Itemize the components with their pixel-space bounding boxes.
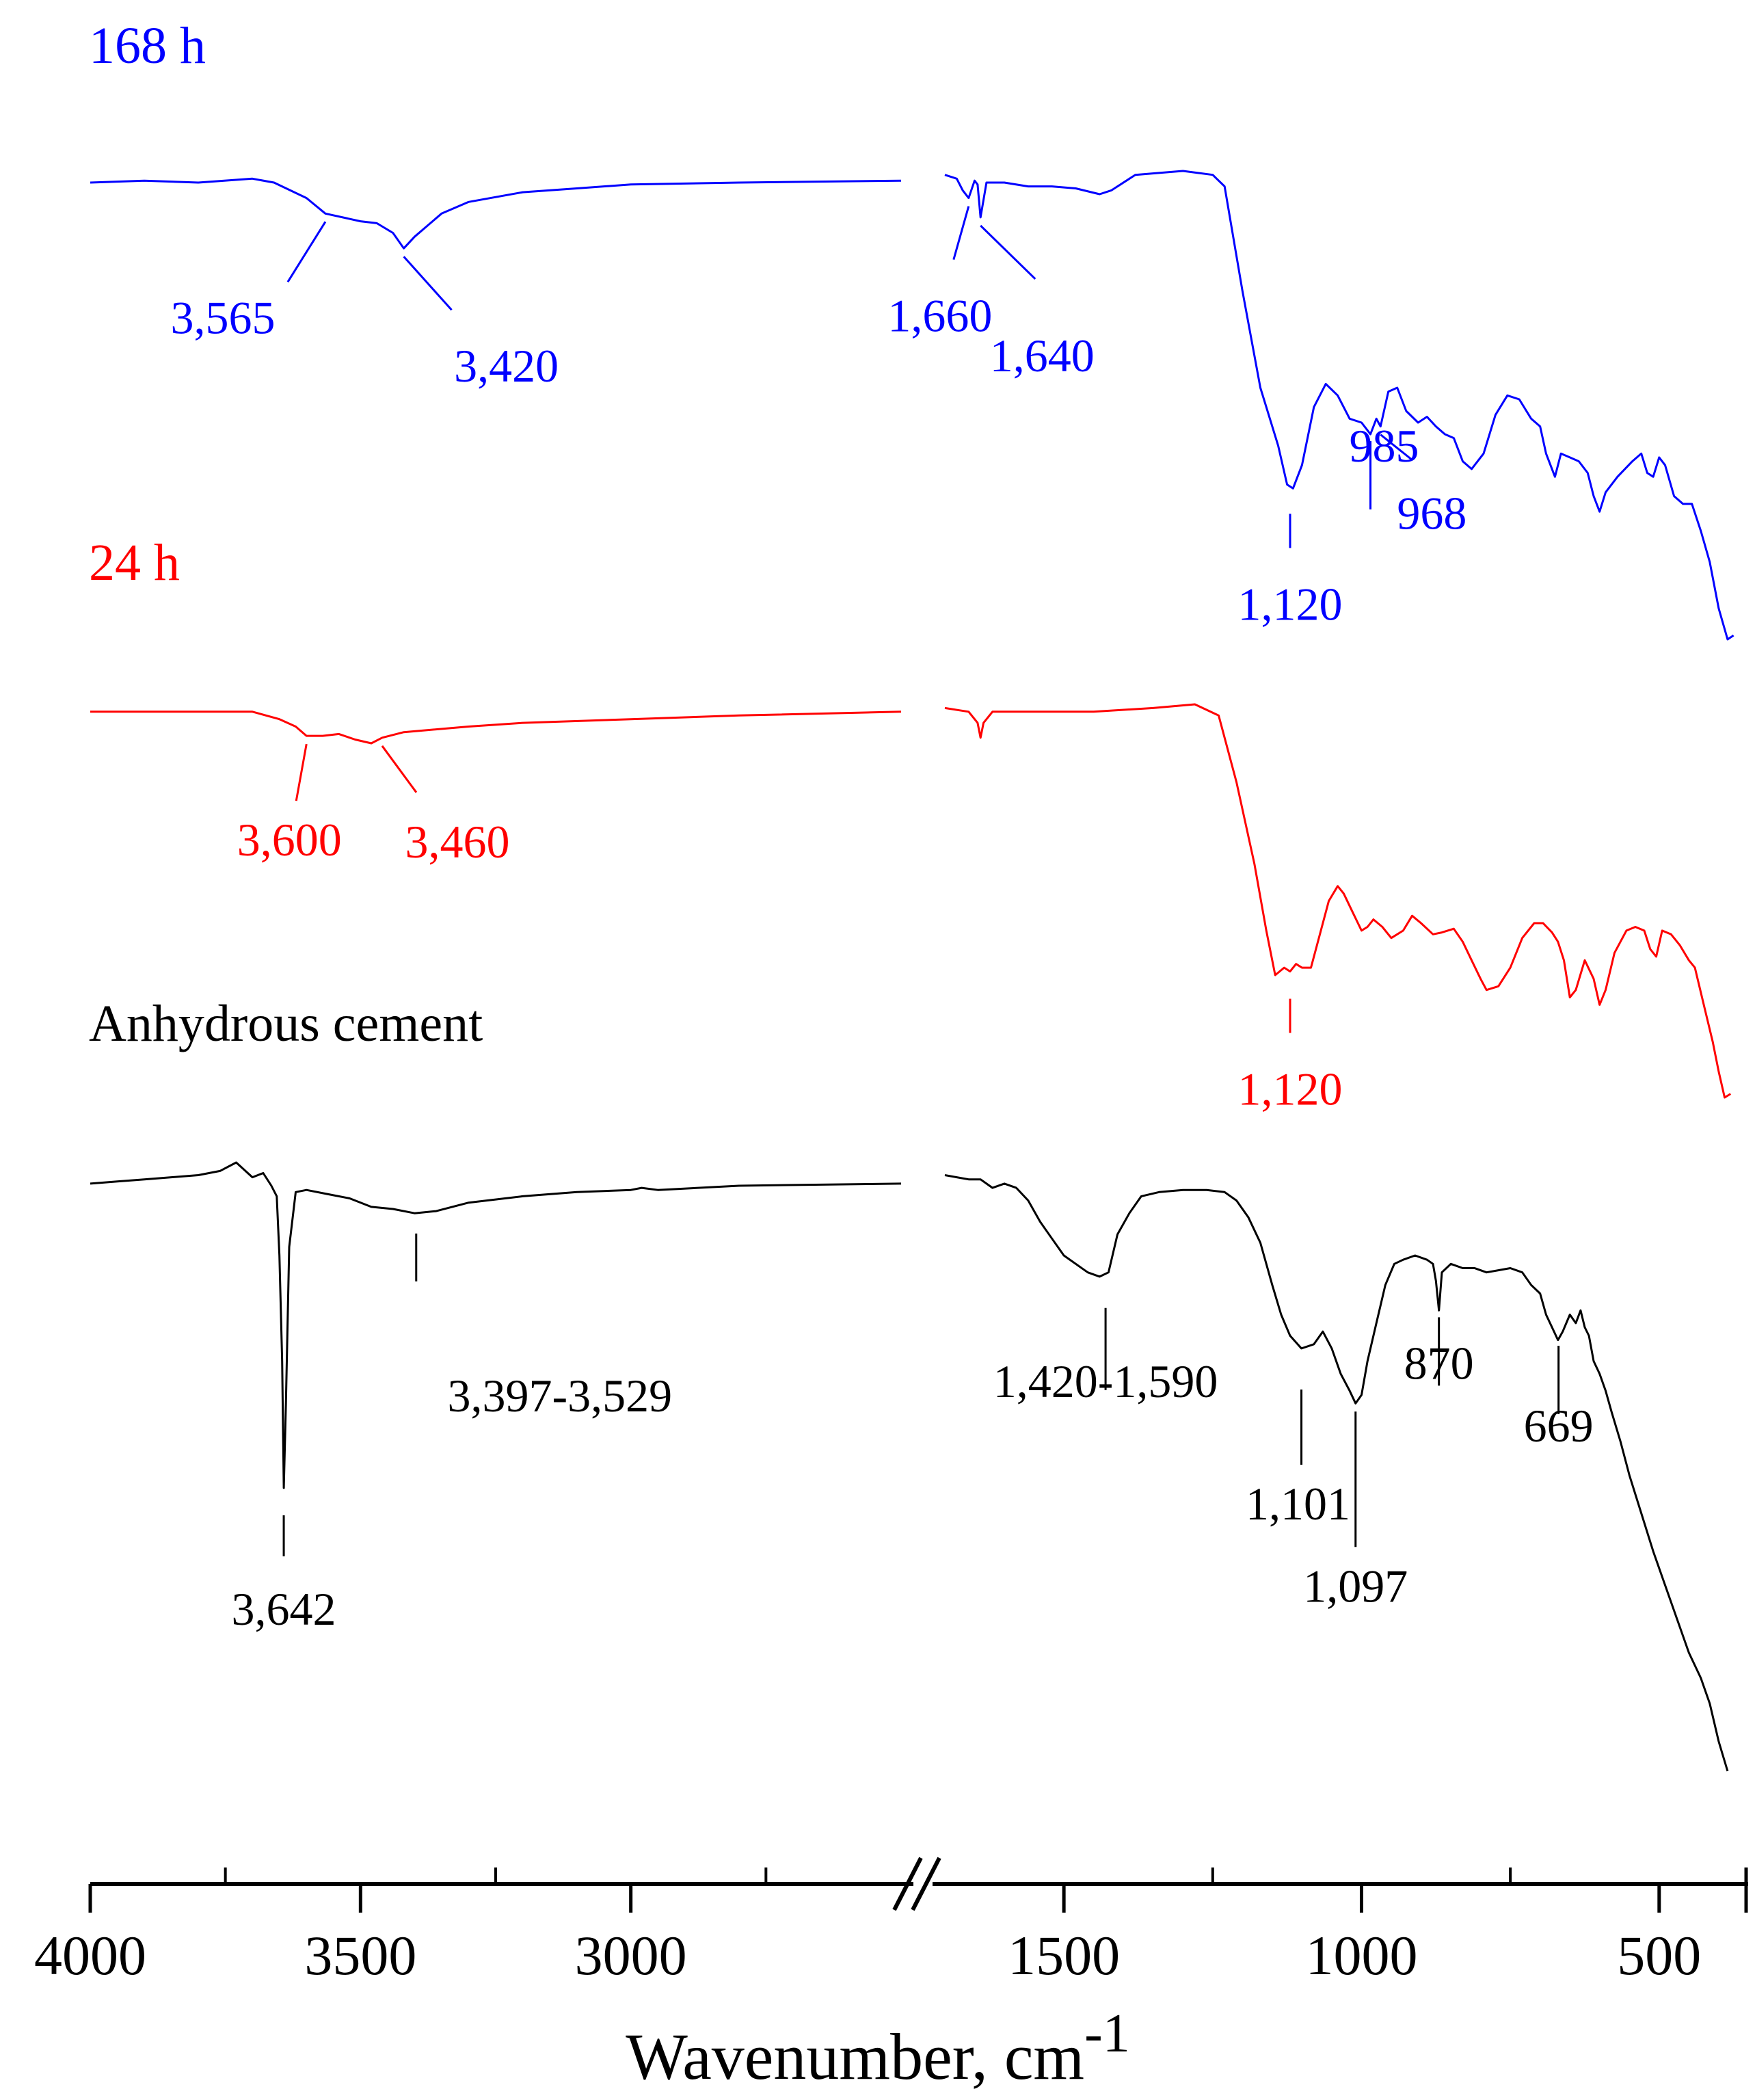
peak-annotation: 870	[1404, 1317, 1474, 1389]
peak-leader-line	[1380, 434, 1412, 460]
peak-label: 870	[1404, 1337, 1474, 1389]
series-line-anhydrous-cement	[90, 1161, 1729, 1772]
peak-label: 3,642	[232, 1583, 336, 1635]
peak-label: 1,640	[990, 330, 1095, 382]
series-layer	[90, 170, 1734, 1772]
x-axis-title-superscript: -1	[1084, 2004, 1130, 2064]
x-axis: 4000 3500 3000 1500 1000 500	[34, 1857, 1748, 1986]
peak-annotation: 968	[1380, 434, 1466, 540]
x-tick-label: 3500	[304, 1924, 416, 1986]
peak-annotation: 1,120	[1237, 998, 1342, 1115]
peak-label: 1,420-1,590	[993, 1355, 1218, 1407]
peak-annotation: 1,420-1,590	[993, 1307, 1218, 1407]
peak-leader-line	[403, 256, 453, 311]
peak-label: 3,600	[237, 814, 342, 866]
peak-annotation: 3,420	[403, 256, 559, 392]
peak-leader-line	[286, 221, 327, 283]
series-line-168-h	[90, 170, 1734, 641]
peak-leader-line	[381, 745, 418, 793]
x-axis-title: Wavenumber, cm-1	[626, 2004, 1129, 2093]
axis-break-slash	[911, 1857, 941, 1911]
peak-annotation: 1,640	[980, 224, 1095, 382]
series-label-168h: 168 h	[89, 17, 206, 75]
peak-annotation: 1,660	[887, 206, 992, 342]
x-axis-title-text: Wavenumber, cm	[626, 2020, 1084, 2093]
peak-annotation: 1,101	[1246, 1389, 1350, 1530]
peak-annotation: 1,120	[1237, 514, 1342, 630]
peak-label: 1,120	[1237, 1063, 1342, 1115]
peak-label: 1,120	[1237, 578, 1342, 630]
peak-annotation: 985	[1350, 420, 1419, 509]
peak-label: 1,101	[1246, 1478, 1350, 1530]
peak-leader-line	[952, 206, 970, 261]
x-tick-label: 3000	[575, 1924, 687, 1986]
peak-annotation: 3,460	[381, 745, 509, 868]
peak-annotation: 1,097	[1303, 1411, 1408, 1612]
peak-leader-line	[980, 224, 1036, 280]
x-tick-label: 500	[1617, 1924, 1701, 1986]
peak-annotation: 669	[1524, 1346, 1594, 1452]
peak-label: 3,460	[405, 816, 509, 868]
peak-annotation: 3,565	[170, 221, 327, 343]
peak-label: 3,397-3,529	[447, 1370, 672, 1422]
x-tick-label: 4000	[34, 1924, 146, 1986]
axis-break-mark	[892, 1857, 941, 1911]
peak-leader-line	[295, 743, 308, 801]
x-axis-ticks: 4000 3500 3000 1500 1000 500	[34, 1868, 1748, 1986]
peak-label: 3,565	[170, 291, 275, 343]
peak-annotation: 3,600	[237, 743, 342, 866]
peak-annotation: 3,397-3,529	[415, 1233, 672, 1422]
peak-label: 1,660	[887, 290, 992, 342]
peak-label: 1,097	[1303, 1560, 1408, 1612]
series-line-24-h	[90, 703, 1732, 1099]
peak-label: 3,420	[454, 340, 559, 392]
series-label-24h: 24 h	[89, 534, 180, 592]
series-label-anhydrous-cement: Anhydrous cement	[89, 995, 483, 1052]
axis-break-slash	[892, 1857, 923, 1911]
peak-label: 669	[1524, 1400, 1594, 1452]
peak-label: 968	[1397, 488, 1466, 540]
x-tick-label: 1000	[1305, 1924, 1417, 1986]
peak-label: 985	[1350, 420, 1419, 472]
peak-annotation: 3,642	[232, 1515, 336, 1635]
x-tick-label: 1500	[1008, 1924, 1120, 1986]
